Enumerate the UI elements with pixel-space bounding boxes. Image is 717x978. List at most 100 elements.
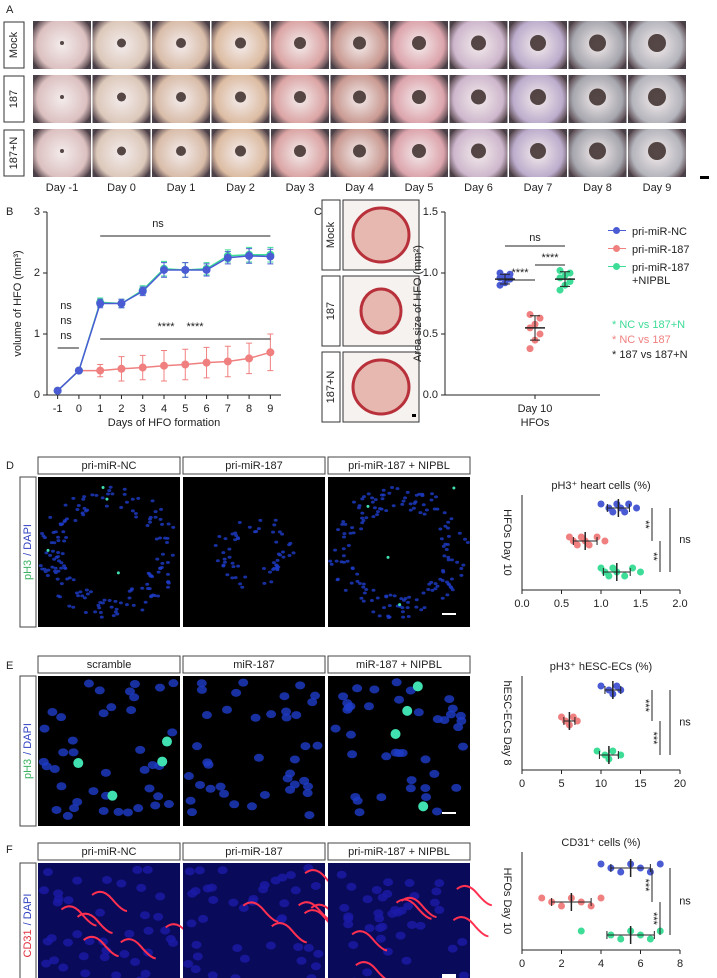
point bbox=[223, 253, 232, 262]
stain-label: CD31 / DAPI bbox=[22, 894, 34, 958]
nucleus bbox=[419, 608, 424, 612]
nucleus bbox=[142, 865, 153, 874]
dot bbox=[617, 868, 625, 876]
point bbox=[202, 358, 211, 367]
dot bbox=[646, 935, 654, 943]
nucleus bbox=[102, 598, 107, 602]
culture-image bbox=[390, 21, 448, 69]
legend-entry: pri-miR-187 bbox=[608, 244, 717, 257]
nucleus bbox=[386, 616, 391, 620]
panel-label: C bbox=[314, 206, 322, 218]
nucleus bbox=[63, 896, 74, 905]
nucleus bbox=[457, 937, 468, 946]
nucleus bbox=[109, 605, 114, 609]
x-tick-label: 5 bbox=[558, 778, 564, 790]
nucleus bbox=[64, 535, 69, 539]
nucleus bbox=[290, 886, 301, 895]
nucleus bbox=[399, 597, 404, 601]
nucleus bbox=[369, 685, 380, 694]
nucleus bbox=[107, 599, 112, 603]
nucleus bbox=[98, 937, 109, 946]
nucleus bbox=[134, 515, 139, 519]
nucleus bbox=[435, 584, 440, 588]
culture-image bbox=[92, 129, 151, 177]
nucleus bbox=[98, 709, 109, 718]
nucleus bbox=[411, 506, 416, 510]
annotation: **** bbox=[541, 252, 559, 264]
nucleus bbox=[97, 606, 102, 610]
nucleus bbox=[354, 808, 365, 817]
comparison-key: * NC vs 187+N * NC vs 187 * 187 vs 187+N bbox=[612, 318, 688, 363]
nucleus bbox=[271, 561, 276, 565]
nucleus bbox=[49, 764, 60, 773]
nucleus bbox=[299, 776, 310, 785]
nucleus bbox=[375, 596, 380, 600]
nucleus bbox=[56, 539, 61, 543]
nucleus bbox=[333, 548, 338, 552]
nucleus bbox=[276, 552, 281, 556]
x-tick-label: 1.5 bbox=[633, 598, 648, 610]
nucleus bbox=[391, 678, 402, 687]
nucleus bbox=[334, 559, 339, 563]
nucleus bbox=[357, 504, 362, 508]
nucleus bbox=[388, 593, 393, 597]
point bbox=[181, 360, 190, 369]
nucleus bbox=[459, 566, 464, 570]
nucleus bbox=[54, 555, 59, 559]
nucleus bbox=[246, 802, 257, 811]
culture-image bbox=[211, 75, 270, 123]
ph3-signal bbox=[161, 736, 172, 747]
nucleus bbox=[53, 889, 64, 898]
nucleus bbox=[52, 557, 57, 561]
nucleus bbox=[166, 585, 171, 589]
nucleus bbox=[207, 971, 218, 978]
dot bbox=[609, 747, 617, 755]
nucleus bbox=[62, 564, 67, 568]
nucleus bbox=[58, 595, 63, 599]
legend-label: pri-miR-187 +NIPBL bbox=[632, 262, 690, 287]
x-tick-label: 0 bbox=[519, 958, 525, 970]
annotation: **** bbox=[511, 267, 529, 279]
nucleus bbox=[51, 530, 56, 534]
nucleus bbox=[360, 511, 365, 515]
nucleus bbox=[56, 535, 61, 539]
nucleus bbox=[83, 679, 94, 688]
nucleus bbox=[153, 792, 164, 801]
nucleus bbox=[424, 508, 429, 512]
nucleus bbox=[80, 511, 85, 515]
nucleus bbox=[405, 686, 416, 695]
nucleus bbox=[119, 950, 130, 959]
nucleus bbox=[154, 683, 165, 692]
header-box bbox=[37, 842, 181, 861]
annotation: **** bbox=[186, 321, 204, 333]
column-label: Day 4 bbox=[345, 182, 374, 194]
nucleus bbox=[124, 687, 135, 696]
cd31-signal bbox=[91, 890, 128, 912]
nucleus bbox=[165, 536, 170, 540]
nucleus bbox=[406, 615, 411, 619]
nucleus bbox=[230, 974, 241, 978]
nucleus bbox=[364, 516, 369, 520]
annotation: ns bbox=[60, 330, 72, 342]
nucleus bbox=[71, 605, 76, 609]
nucleus bbox=[457, 531, 462, 535]
nucleus bbox=[256, 527, 261, 531]
legend-label: pri-miR-NC bbox=[632, 226, 687, 238]
y-tick-label: 2 bbox=[34, 267, 40, 279]
nucleus bbox=[420, 492, 425, 496]
nucleus bbox=[148, 520, 153, 524]
nucleus bbox=[361, 519, 366, 523]
nucleus bbox=[147, 517, 152, 521]
nucleus bbox=[130, 957, 141, 966]
nucleus bbox=[74, 591, 79, 595]
organoid bbox=[60, 149, 64, 153]
nucleus bbox=[122, 487, 127, 491]
nucleus bbox=[69, 804, 80, 813]
nucleus bbox=[395, 487, 400, 491]
nucleus bbox=[439, 716, 450, 725]
nucleus bbox=[56, 713, 67, 722]
nucleus bbox=[222, 557, 227, 561]
organoid bbox=[176, 38, 186, 48]
nucleus bbox=[269, 580, 274, 584]
nucleus bbox=[159, 507, 164, 511]
